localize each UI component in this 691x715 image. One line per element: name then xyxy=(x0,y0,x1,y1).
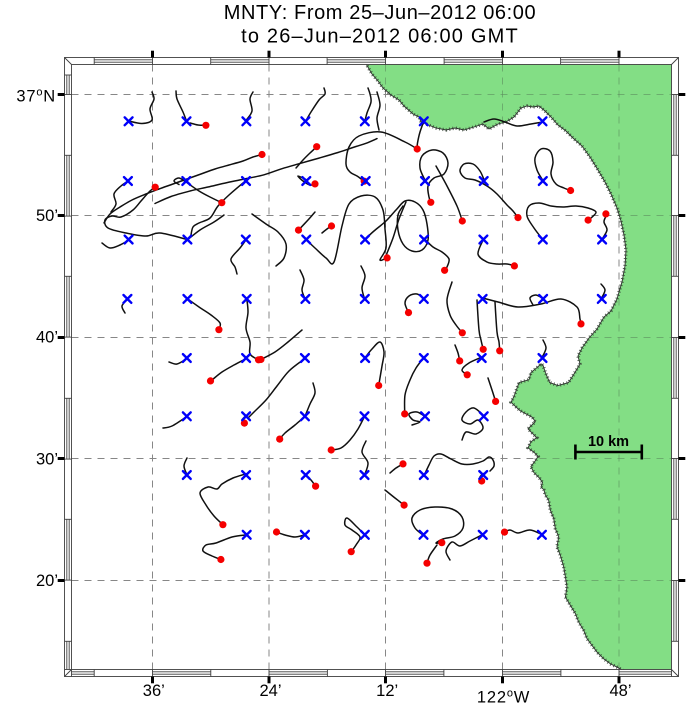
svg-text:24’: 24’ xyxy=(259,682,281,700)
svg-text:37oN: 37oN xyxy=(16,87,56,106)
svg-text:122oW: 122oW xyxy=(477,688,530,707)
svg-text:36’: 36’ xyxy=(143,682,165,700)
svg-text:48’: 48’ xyxy=(609,682,631,700)
svg-text:MNTY: From 25–Jun–2012 06:00: MNTY: From 25–Jun–2012 06:00 xyxy=(224,2,537,24)
svg-text:to 26–Jun–2012 06:00 GMT: to 26–Jun–2012 06:00 GMT xyxy=(241,26,519,48)
svg-text:40’: 40’ xyxy=(36,329,58,347)
svg-text:20’: 20’ xyxy=(36,572,58,590)
svg-text:12’: 12’ xyxy=(376,682,398,700)
svg-text:50’: 50’ xyxy=(36,207,58,225)
svg-text:10 km: 10 km xyxy=(588,434,629,450)
svg-text:30’: 30’ xyxy=(36,450,58,468)
